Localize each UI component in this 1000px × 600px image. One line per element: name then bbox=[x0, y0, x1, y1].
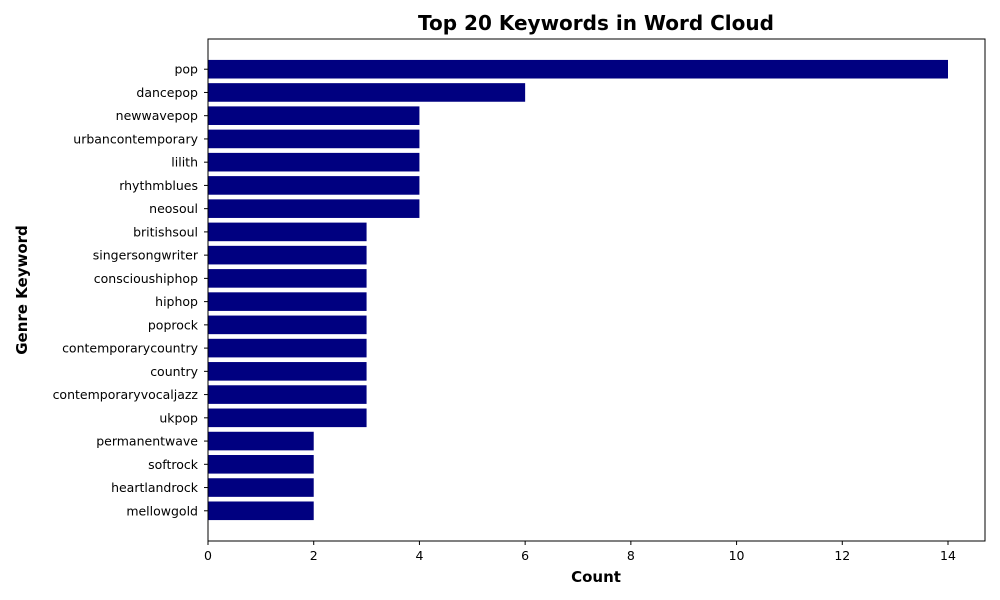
bar-rhythmblues bbox=[208, 176, 420, 195]
x-axis-label: Count bbox=[571, 568, 621, 586]
bar-conscioushiphop bbox=[208, 269, 367, 288]
x-tick-label: 12 bbox=[834, 548, 850, 563]
x-tick-label: 8 bbox=[627, 548, 635, 563]
bar-pop bbox=[208, 59, 948, 79]
bar-mellowgold bbox=[208, 501, 314, 521]
chart-title: Top 20 Keywords in Word Cloud bbox=[418, 11, 774, 35]
x-axis-ticks: 0 2 4 6 8 10 12 14 bbox=[204, 541, 956, 563]
bar-country bbox=[208, 362, 367, 381]
bar-ukpop bbox=[208, 408, 367, 428]
x-tick-label: 14 bbox=[940, 548, 956, 563]
bar-britishsoul bbox=[208, 222, 367, 242]
y-tick-label: conscioushiphop bbox=[94, 271, 198, 286]
bar-poprock bbox=[208, 315, 367, 335]
y-tick-label: country bbox=[150, 364, 198, 379]
y-tick-label: heartlandrock bbox=[111, 480, 199, 495]
x-tick-label: 2 bbox=[310, 548, 318, 563]
x-tick-label: 0 bbox=[204, 548, 212, 563]
y-tick-label: rhythmblues bbox=[119, 178, 198, 193]
bar-contemporaryvocaljazz bbox=[208, 385, 367, 404]
y-tick-label: ukpop bbox=[159, 410, 198, 425]
y-tick-label: singersongwriter bbox=[93, 248, 199, 263]
bar-softrock bbox=[208, 455, 314, 474]
bars-group bbox=[208, 59, 948, 521]
bar-newwavepop bbox=[208, 106, 420, 125]
y-tick-label: newwavepop bbox=[116, 108, 198, 123]
bar-dancepop bbox=[208, 83, 526, 102]
y-tick-label: britishsoul bbox=[133, 224, 198, 239]
bar-urbancontemporary bbox=[208, 129, 420, 149]
x-tick-label: 10 bbox=[729, 548, 745, 563]
y-tick-label: poprock bbox=[148, 317, 199, 332]
bar-heartlandrock bbox=[208, 478, 314, 497]
y-tick-label: contemporarycountry bbox=[62, 341, 199, 356]
y-tick-label: dancepop bbox=[136, 85, 198, 100]
bar-singersongwriter bbox=[208, 245, 367, 265]
y-tick-label: hiphop bbox=[155, 294, 198, 309]
y-tick-label: neosoul bbox=[149, 201, 198, 216]
bar-neosoul bbox=[208, 199, 420, 218]
y-tick-label: lilith bbox=[171, 155, 198, 170]
y-tick-label: mellowgold bbox=[126, 503, 198, 518]
y-axis-ticks: pop dancepop newwavepop urbancontemporary li… bbox=[53, 62, 208, 518]
bar-hiphop bbox=[208, 292, 367, 311]
y-tick-label: permanentwave bbox=[96, 434, 198, 449]
y-tick-label: urbancontemporary bbox=[73, 131, 198, 146]
bar-contemporarycountry bbox=[208, 338, 367, 358]
bar-permanentwave bbox=[208, 431, 314, 451]
x-tick-label: 4 bbox=[415, 548, 423, 563]
y-tick-label: softrock bbox=[148, 457, 199, 472]
y-axis-label: Genre Keyword bbox=[13, 225, 31, 355]
y-tick-label: contemporaryvocaljazz bbox=[53, 387, 199, 402]
x-tick-label: 6 bbox=[521, 548, 529, 563]
bar-lilith bbox=[208, 152, 420, 172]
y-tick-label: pop bbox=[174, 62, 198, 77]
plot-frame bbox=[207, 38, 986, 542]
